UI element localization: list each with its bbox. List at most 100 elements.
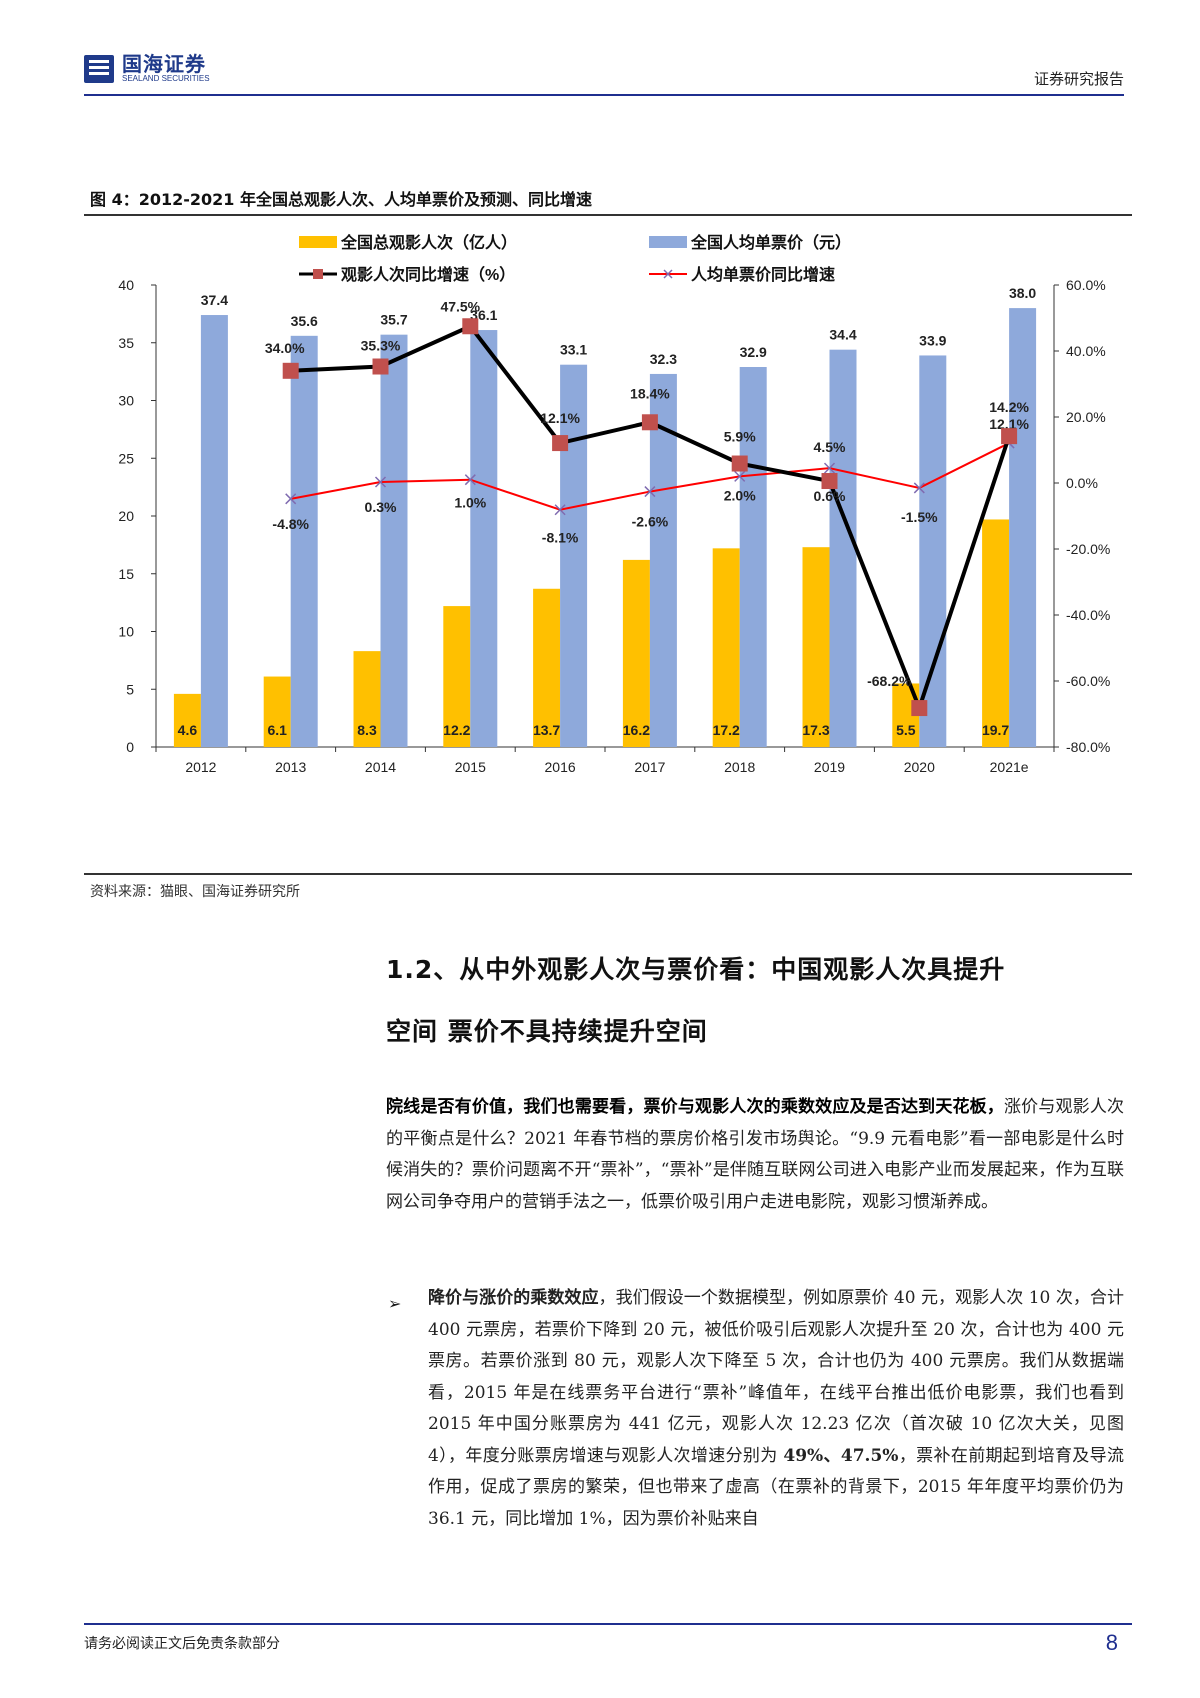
figure-top-rule [84, 214, 1132, 216]
x-tick-label: 2016 [545, 759, 576, 775]
svg-text:0.3%: 0.3% [365, 499, 397, 515]
svg-text:30: 30 [118, 393, 134, 409]
header-divider [84, 94, 1124, 96]
svg-text:20.0%: 20.0% [1066, 409, 1106, 425]
bar-ticket-price [649, 373, 677, 747]
svg-text:35.6: 35.6 [291, 313, 318, 329]
svg-text:4.5%: 4.5% [814, 439, 846, 455]
bullet-text-a: ，我们假设一个数据模型，例如原票价 40 元，观影人次 10 次，合计 400 … [428, 1288, 1124, 1466]
svg-text:2.0%: 2.0% [724, 487, 756, 503]
footer-disclaimer: 请务必阅读正文后免责条款部分 [84, 1636, 280, 1652]
svg-text:47.5%: 47.5% [440, 298, 480, 314]
bullet-paragraph: 降价与涨价的乘数效应，我们假设一个数据模型，例如原票价 40 元，观影人次 10… [428, 1283, 1124, 1535]
svg-text:0.6%: 0.6% [814, 488, 846, 504]
bullet-arrow-icon: ➢ [388, 1294, 402, 1313]
svg-text:10: 10 [118, 624, 134, 640]
svg-text:0: 0 [126, 739, 134, 755]
svg-text:-1.5%: -1.5% [901, 509, 938, 525]
legend-label: 全国总观影人次（亿人） [340, 233, 517, 252]
svg-text:-2.6%: -2.6% [632, 514, 669, 530]
legend-label: 全国人均单票价（元） [690, 233, 851, 252]
svg-text:35.7: 35.7 [380, 312, 407, 328]
x-tick-label: 2020 [904, 759, 935, 775]
figure-bottom-rule [84, 873, 1132, 875]
svg-text:15: 15 [118, 566, 134, 582]
svg-text:8.3: 8.3 [357, 722, 377, 738]
footer-divider [84, 1623, 1132, 1625]
svg-text:5.9%: 5.9% [724, 429, 756, 445]
logo-chinese-name: 国海证券 [122, 52, 206, 76]
paragraph-intro: 院线是否有价值，我们也需要看，票价与观影人次的乘数效应及是否达到天花板，涨价与观… [386, 1092, 1124, 1218]
svg-text:12.1%: 12.1% [989, 416, 1029, 432]
section-heading-line2: 空间 票价不具持续提升空间 [386, 1017, 708, 1046]
bar-ticket-price [200, 315, 228, 747]
svg-text:17.3: 17.3 [802, 722, 829, 738]
bar-ticket-price [829, 349, 857, 747]
svg-text:6.1: 6.1 [267, 722, 287, 738]
x-tick-label: 2015 [455, 759, 486, 775]
svg-text:35.3%: 35.3% [361, 338, 401, 354]
svg-text:5: 5 [126, 681, 134, 697]
svg-text:-60.0%: -60.0% [1066, 673, 1110, 689]
bar-ticket-price [919, 355, 947, 747]
svg-text:5.5: 5.5 [896, 722, 916, 738]
legend-label: 人均单票价同比增速 [691, 265, 835, 284]
svg-text:32.9: 32.9 [740, 344, 767, 360]
bar-attendance [353, 651, 381, 747]
bar-attendance [982, 519, 1010, 747]
bar-attendance [622, 559, 650, 747]
svg-text:-20.0%: -20.0% [1066, 541, 1110, 557]
svg-text:4.6: 4.6 [178, 722, 198, 738]
chart-canvas: 全国总观影人次（亿人） 全国人均单票价（元） 观影人次同比增速（%） 人均单票价同比增… [118, 233, 1110, 775]
bar-attendance [263, 676, 291, 747]
paragraph-intro-text: 涨价与观影人次的平衡点是什么？2021 年春节档的票房价格引发市场舆论。“9.9… [386, 1097, 1125, 1212]
svg-text:35: 35 [118, 335, 134, 351]
legend-swatch-icon [649, 236, 687, 248]
paragraph-intro-bold: 院线是否有价值，我们也需要看，票价与观影人次的乘数效应及是否达到天花板， [386, 1097, 1004, 1117]
svg-text:14.2%: 14.2% [989, 399, 1029, 415]
bar-ticket-price [560, 364, 588, 747]
svg-text:60.0%: 60.0% [1066, 277, 1106, 293]
svg-text:12.1%: 12.1% [540, 410, 580, 426]
page-header: 国海证券 SEALAND SECURITIES 证券研究报告 [84, 50, 1124, 96]
svg-text:38.0: 38.0 [1009, 285, 1036, 301]
bar-attendance [802, 547, 830, 747]
figure-source: 资料来源：猫眼、国海证券研究所 [90, 884, 300, 900]
svg-text:1.0%: 1.0% [454, 495, 486, 511]
x-tick-label: 2014 [365, 759, 396, 775]
svg-text:17.2: 17.2 [713, 722, 740, 738]
bar-ticket-price [1009, 308, 1037, 747]
bar-ticket-price [739, 367, 767, 747]
bar-attendance [443, 606, 471, 747]
svg-text:12.2: 12.2 [443, 722, 470, 738]
svg-text:19.7: 19.7 [982, 722, 1009, 738]
x-tick-label: 2018 [724, 759, 755, 775]
svg-text:34.4: 34.4 [829, 327, 856, 343]
bar-ticket-price [380, 334, 408, 747]
company-logo: 国海证券 SEALAND SECURITIES [84, 54, 210, 84]
x-tick-label: 2021e [990, 759, 1029, 775]
bar-attendance [173, 693, 201, 747]
legend-swatch-icon [299, 236, 337, 248]
svg-text:-68.2%: -68.2% [867, 673, 912, 689]
combo-chart: 全国总观影人次（亿人） 全国人均单票价（元） 观影人次同比增速（%） 人均单票价同比增… [84, 230, 1132, 870]
bar-attendance [533, 588, 561, 747]
legend-label: 观影人次同比增速（%） [341, 265, 515, 284]
svg-text:13.7: 13.7 [533, 722, 560, 738]
svg-text:34.0%: 34.0% [265, 340, 305, 356]
svg-text:18.4%: 18.4% [630, 385, 670, 401]
x-tick-label: 2012 [185, 759, 216, 775]
svg-text:-40.0%: -40.0% [1066, 607, 1110, 623]
report-type-label: 证券研究报告 [1033, 70, 1124, 88]
svg-text:-4.8%: -4.8% [272, 516, 309, 532]
bullet-bold-figures: 49%、47.5% [783, 1445, 899, 1466]
bullet-text-b: ，票补在前期起到培育及导流作用，促成了票房的繁荣，但也带来了虚高（在票补的背景下… [428, 1445, 1124, 1529]
svg-text:0.0%: 0.0% [1066, 475, 1098, 491]
sealand-logo-icon [84, 55, 114, 83]
svg-text:40.0%: 40.0% [1066, 343, 1106, 359]
svg-text:16.2: 16.2 [623, 722, 650, 738]
svg-text:25: 25 [118, 450, 134, 466]
svg-text:37.4: 37.4 [201, 292, 228, 308]
logo-english-name: SEALAND SECURITIES [122, 74, 210, 83]
x-tick-label: 2013 [275, 759, 306, 775]
